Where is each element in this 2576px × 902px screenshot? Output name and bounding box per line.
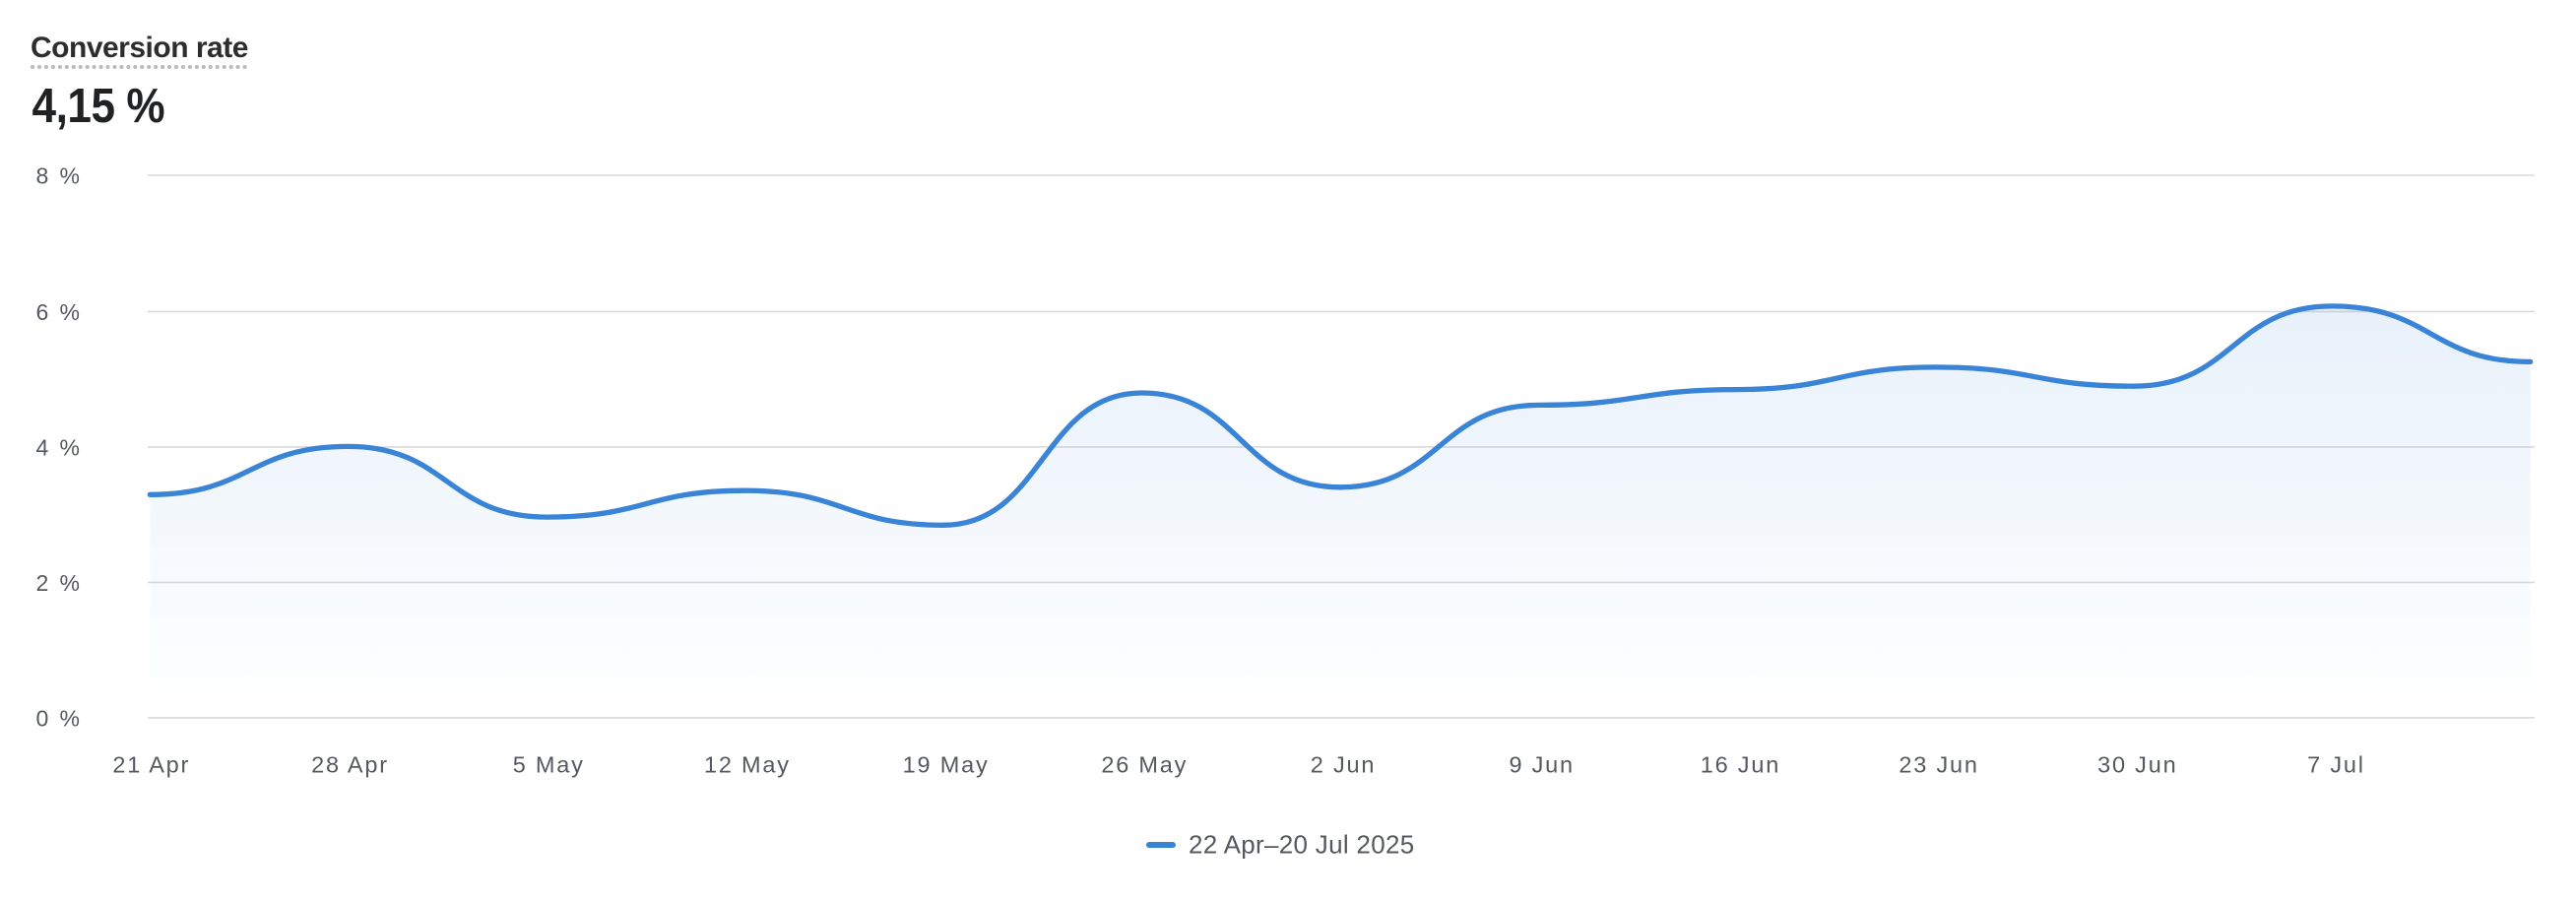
svg-text:28 Apr: 28 Apr [311,751,389,777]
svg-text:0 %: 0 % [36,705,83,731]
svg-text:Conversion rate: Conversion rate [31,32,248,64]
svg-text:2 Jun: 2 Jun [1311,751,1377,777]
svg-text:4 %: 4 % [36,434,83,460]
svg-text:23 Jun: 23 Jun [1899,751,1978,777]
svg-text:19 May: 19 May [903,751,990,777]
svg-text:7 Jul: 7 Jul [2307,751,2365,777]
svg-text:4,15 %: 4,15 % [32,79,165,133]
svg-text:2 %: 2 % [36,570,83,596]
svg-text:16 Jun: 16 Jun [1701,751,1780,777]
svg-text:22 Apr–20 Jul 2025: 22 Apr–20 Jul 2025 [1189,830,1414,860]
svg-text:5 May: 5 May [513,751,585,777]
svg-text:8 %: 8 % [36,163,83,189]
svg-text:26 May: 26 May [1101,751,1188,777]
svg-text:9 Jun: 9 Jun [1509,751,1575,777]
svg-text:12 May: 12 May [704,751,791,777]
svg-text:21 Apr: 21 Apr [112,751,190,777]
svg-text:6 %: 6 % [36,299,83,325]
svg-text:30 Jun: 30 Jun [2097,751,2177,777]
